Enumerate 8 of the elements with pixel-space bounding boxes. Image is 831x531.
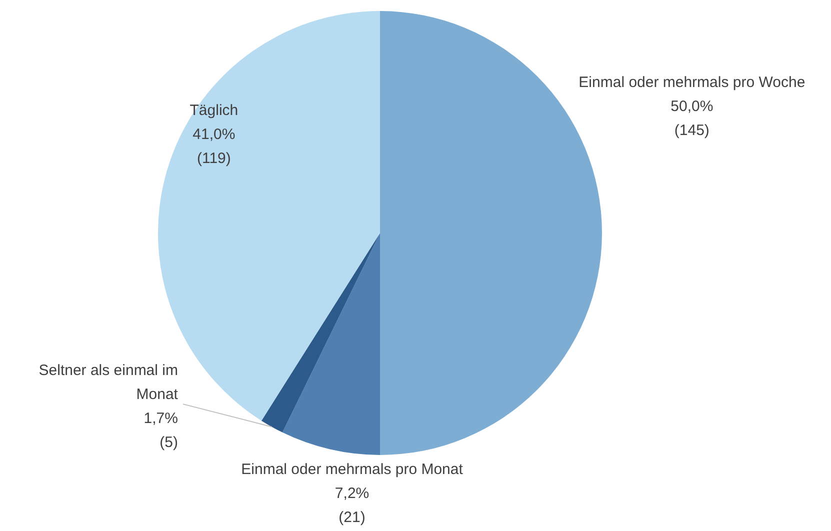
slice-label: Einmal oder mehrmals pro Monat <box>241 461 464 478</box>
data-label: 7,2% (21) <box>334 485 370 526</box>
data-label: 1,7% (5) <box>144 410 178 452</box>
slice-label: Täglich <box>190 102 238 120</box>
slice-label: Einmal oder mehrmals pro Woche <box>578 74 806 92</box>
slice-label: Seltner als einmal im Monat <box>38 362 179 404</box>
data-label: 50,0% (145) <box>670 98 714 140</box>
data-label: 41,0% (119) <box>192 126 236 168</box>
